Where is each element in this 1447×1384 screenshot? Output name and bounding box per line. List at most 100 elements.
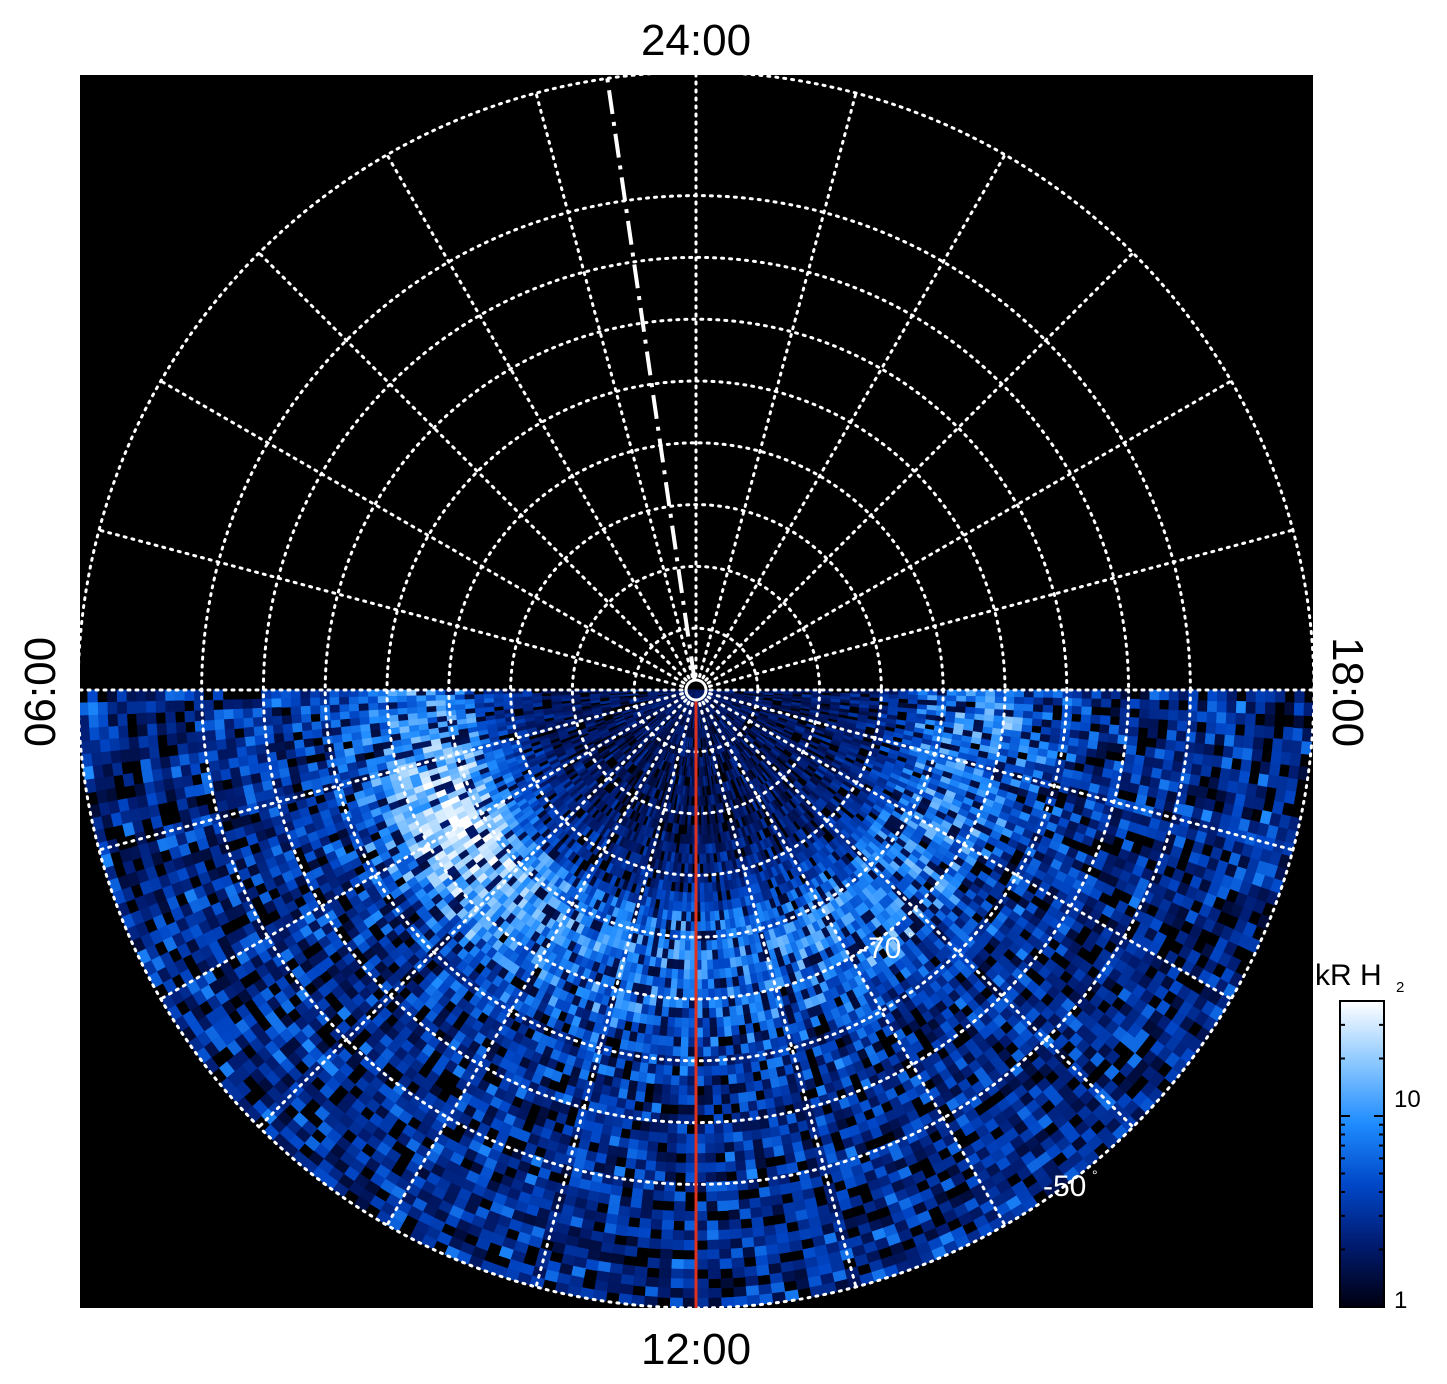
emission-cell — [406, 701, 417, 709]
emission-cell — [330, 719, 342, 729]
emission-cell — [700, 940, 708, 951]
emission-cell — [985, 695, 996, 703]
emission-cell — [1033, 696, 1044, 705]
emission-cell — [483, 706, 495, 713]
emission-cell — [713, 968, 721, 980]
emission-cell — [677, 969, 685, 980]
emission-cell — [712, 891, 719, 903]
emission-cell — [718, 1045, 728, 1057]
emission-cell — [642, 1043, 652, 1055]
emission-cell — [339, 718, 351, 728]
emission-cell — [678, 959, 685, 971]
emission-cell — [580, 696, 591, 701]
emission-cell — [608, 691, 620, 694]
emission-cell — [668, 1007, 677, 1018]
emission-cell — [699, 882, 705, 894]
emission-cell — [673, 1026, 683, 1038]
emission-cell — [358, 717, 370, 726]
emission-cell — [984, 701, 996, 710]
emission-cell — [965, 695, 977, 703]
emission-cell — [707, 978, 716, 990]
emission-cell — [339, 711, 350, 721]
emission-cell — [652, 1024, 662, 1037]
emission-cell — [692, 766, 695, 778]
emission-cell — [492, 693, 504, 699]
emission-cell — [338, 704, 350, 713]
emission-cell — [850, 692, 861, 698]
emission-cell — [681, 1017, 690, 1029]
emission-cell — [680, 1046, 689, 1058]
emission-cell — [681, 901, 688, 913]
emission-cell — [664, 977, 673, 989]
emission-cell — [425, 700, 437, 708]
emission-cell — [673, 1036, 682, 1048]
emission-cell — [329, 712, 341, 722]
emission-cell — [709, 852, 715, 864]
emission-cell — [703, 1046, 712, 1058]
emission-cell — [358, 710, 370, 719]
emission-cell — [512, 704, 524, 710]
emission-cell — [702, 1027, 711, 1038]
emission-cell — [974, 713, 985, 721]
emission-cell — [666, 1026, 676, 1038]
emission-cell — [830, 692, 842, 697]
emission-cell — [678, 949, 686, 961]
emission-cell — [659, 1025, 669, 1037]
emission-cell — [679, 940, 686, 951]
emission-cell — [688, 863, 693, 874]
emission-cell — [367, 703, 379, 711]
emission-cell — [680, 920, 687, 932]
emission-cell — [650, 1034, 660, 1046]
emission-cell — [654, 1005, 664, 1017]
emission-cell — [328, 697, 340, 706]
emission-cell — [709, 1007, 717, 1019]
emission-cell — [685, 843, 690, 855]
emission-cell — [701, 969, 709, 980]
emission-cell — [975, 695, 986, 703]
emission-cell — [599, 695, 610, 699]
emission-cell — [710, 1036, 719, 1048]
emission-cell — [1022, 710, 1034, 719]
emission-cell — [683, 969, 691, 980]
emission-cell — [707, 969, 715, 980]
emission-cell — [425, 695, 436, 702]
emission-cell — [661, 1006, 670, 1018]
emission-cell — [917, 694, 929, 701]
emission-cell — [664, 1045, 674, 1057]
emission-cell — [745, 1022, 755, 1035]
emission-cell — [702, 795, 707, 806]
emission-cell — [435, 694, 446, 702]
emission-cell — [888, 697, 899, 704]
emission-cell — [716, 1026, 726, 1038]
emission-cell — [1032, 703, 1044, 713]
emission-cell — [560, 697, 572, 702]
emission-cell — [701, 979, 709, 990]
emission-cell — [984, 707, 996, 716]
emission-cell — [665, 1036, 675, 1047]
emission-cell — [653, 1015, 663, 1027]
emission-cell — [964, 712, 976, 720]
emission-cell — [415, 695, 427, 703]
emission-cell — [699, 786, 703, 797]
emission-cell — [1012, 716, 1024, 725]
emission-cell — [687, 814, 692, 826]
emission-cell — [1023, 696, 1035, 705]
emission-cell — [974, 707, 986, 715]
emission-cell — [357, 696, 369, 705]
emission-cell — [965, 706, 976, 714]
emission-cell — [685, 921, 692, 932]
emission-cell — [723, 1025, 733, 1037]
emission-cell — [532, 702, 543, 708]
emission-cell — [435, 700, 446, 707]
emission-cell — [1050, 727, 1062, 737]
emission-cell — [649, 1044, 659, 1056]
emission-cell — [699, 892, 706, 903]
emission-cell — [670, 978, 679, 990]
emission-cell — [618, 691, 629, 694]
emission-cell — [1021, 723, 1033, 733]
emission-cell — [700, 911, 707, 923]
emission-cell — [681, 911, 688, 922]
emission-cell — [681, 1027, 690, 1038]
emission-cell — [349, 717, 361, 727]
emission-cell — [701, 959, 709, 971]
